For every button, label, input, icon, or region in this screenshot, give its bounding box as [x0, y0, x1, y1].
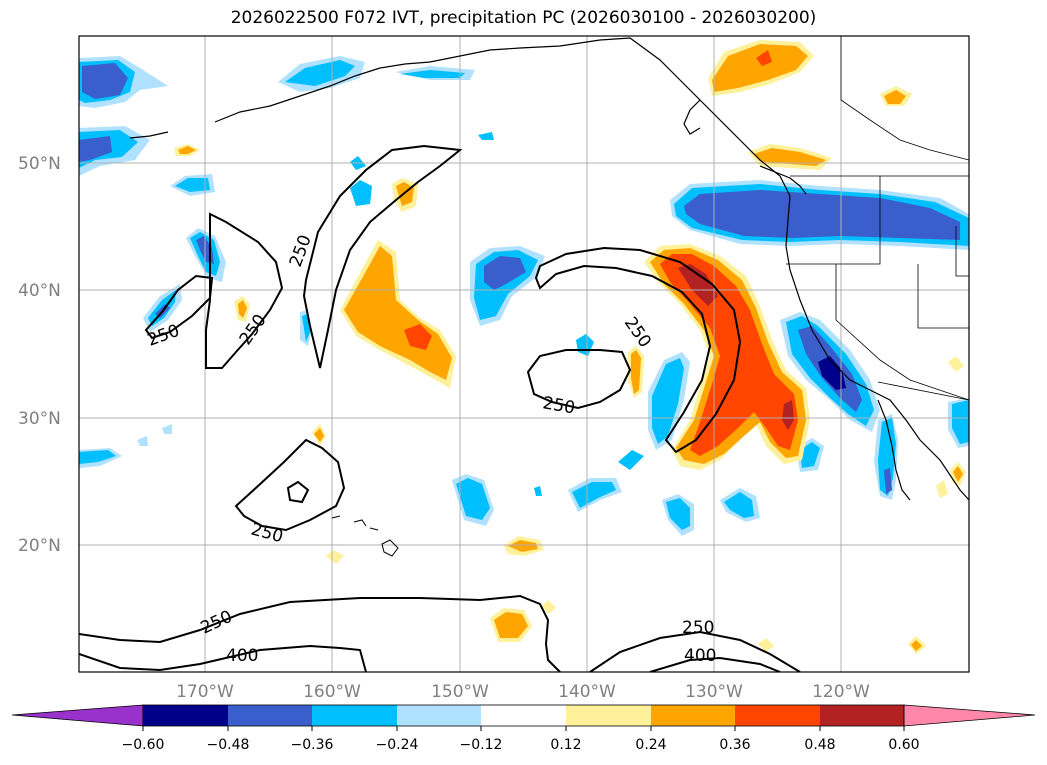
contour-label-400-a: 400: [226, 646, 258, 666]
political-borders: [786, 36, 969, 401]
border-alaska-bc: [840, 36, 969, 161]
colorbar-swatch-neg-036: [228, 705, 312, 726]
colorbar-outline: [142, 704, 905, 727]
hawaii-islands: [331, 515, 399, 557]
colorbar-swatch-pos-024: [651, 705, 735, 726]
shade-neg-nw-pacific: [79, 56, 168, 108]
map-frame: [78, 35, 970, 673]
contour-250-arc: [534, 246, 742, 454]
contour-250-155w: [302, 144, 463, 369]
shade-neg-gulf-alaska-streaks: [278, 56, 494, 140]
colorbar-swatch-pos-036: [735, 705, 820, 726]
ivt-contours: [79, 144, 801, 672]
shade-pos-155W-38N: [174, 144, 456, 446]
aleutian-chain: [214, 61, 431, 123]
lat-label-20n: 20°N: [18, 536, 61, 556]
island-molokai: [369, 527, 379, 531]
shade-neg-145W-40N: [470, 246, 545, 326]
island-kauai: [331, 515, 341, 519]
colorbar-extend-min: [11, 704, 144, 727]
shade-neg-small-mid-pacific: [170, 156, 372, 206]
colorbar-tick-label-2: −0.48: [207, 737, 250, 753]
latitude-labels: 50°N 40°N 30°N 20°N: [18, 154, 61, 556]
lon-label-170w: 170°W: [176, 682, 234, 702]
contour-250-inner: [286, 480, 310, 504]
contour-label-400-b: 400: [684, 646, 716, 666]
colorbar-tick-label-9: 0.48: [804, 737, 835, 753]
baja-peninsula: [877, 399, 911, 501]
colorbar-tick-label-8: 0.36: [719, 737, 750, 753]
graticule: [79, 36, 969, 672]
contour-label-250-h: 250: [682, 618, 714, 638]
figure-title: 2026022500 F072 IVT, precipitation PC (2…: [230, 8, 817, 28]
lon-label-140w: 140°W: [558, 682, 616, 702]
border-oregon-idaho: [786, 176, 881, 265]
border-us-mexico: [877, 381, 969, 401]
island-oahu: [353, 519, 367, 527]
shade-neg-south-pacific: [79, 334, 760, 536]
contour-250-hawaii: [234, 438, 346, 532]
contour-250-168w: [205, 212, 284, 369]
colorbar-swatch-neg-012: [397, 705, 481, 726]
contour-400-south-west: [79, 644, 367, 672]
lon-label-130w: 130°W: [685, 682, 743, 702]
colorbar-swatch-neg-048: [143, 705, 228, 726]
colorbar-tick-label-6: 0.12: [550, 737, 581, 753]
colorbar: −0.60 −0.48 −0.36 −0.24 −0.12 0.12 0.24 …: [11, 704, 1036, 753]
border-nevada-california: [835, 264, 969, 401]
contour-250-south: [79, 594, 561, 672]
haida-gwaii: [683, 99, 701, 135]
lon-label-150w: 150°W: [431, 682, 489, 702]
colorbar-tick-label-3: −0.36: [291, 737, 334, 753]
island-hawaii: [381, 539, 399, 557]
lat-label-30n: 30°N: [18, 409, 61, 429]
north-america-coast: [429, 37, 969, 501]
aleutian-west-islands: [129, 131, 169, 139]
colorbar-tick-label-7: 0.24: [635, 737, 666, 753]
border-idaho-montana: [955, 226, 969, 277]
contour-250-south-east: [589, 630, 801, 672]
colorbar-ticks: [142, 726, 905, 731]
colorbar-tick-label-1: −0.60: [122, 737, 165, 753]
coastlines: [129, 37, 969, 501]
shade-neg-130W-33N-band: [648, 352, 824, 472]
colorbar-tick-label-10: 0.60: [888, 737, 919, 753]
contour-250-closed: [526, 349, 632, 410]
colorbar-swatch-neg-024: [312, 705, 397, 726]
colorbar-tick-label-4: −0.24: [376, 737, 419, 753]
lat-label-40n: 40°N: [18, 281, 61, 301]
colorbar-swatch-pos-048: [820, 705, 904, 726]
longitude-labels: 170°W 160°W 150°W 140°W 130°W 120°W: [176, 682, 870, 702]
colorbar-swatch-zero: [481, 705, 566, 726]
colorbar-tick-label-5: −0.12: [460, 737, 503, 753]
vancouver-island: [759, 165, 807, 195]
lat-label-50n: 50°N: [18, 154, 61, 174]
colorbar-extend-max: [903, 704, 1036, 727]
shade-neg-125W-45N: [670, 180, 969, 250]
map-content: 250 250 250 250 250 250 250 250 400 400: [79, 36, 969, 672]
border-utah-arizona: [917, 264, 969, 329]
lon-label-120w: 120°W: [812, 682, 870, 702]
lon-label-160w: 160°W: [303, 682, 361, 702]
contour-250-173w: [144, 274, 214, 340]
contour-400-south-east: [649, 656, 781, 672]
shade-neg-120W-33N: [780, 312, 880, 432]
shade-neg-baja: [874, 398, 969, 500]
colorbar-swatch-pos-012: [566, 705, 651, 726]
